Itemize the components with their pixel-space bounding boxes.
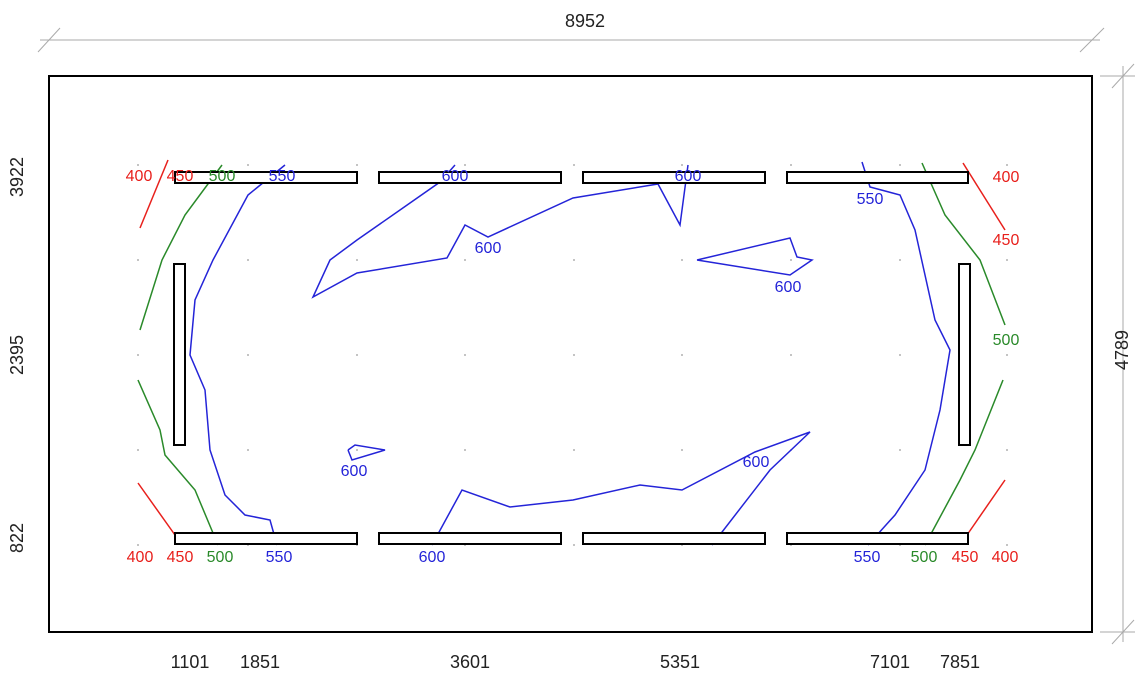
contour-label: 600	[775, 279, 802, 296]
contour-label: 500	[993, 332, 1020, 349]
grid-point	[464, 449, 466, 451]
grid-point	[681, 354, 683, 356]
grid-point	[573, 259, 575, 261]
contour-label: 600	[442, 168, 469, 185]
x-position-label: 1101	[171, 652, 210, 672]
contour-label: 500	[207, 549, 234, 566]
contour-label: 600	[419, 549, 446, 566]
y-position-label: 822	[7, 523, 27, 553]
grid-point	[681, 449, 683, 451]
grid-point	[464, 354, 466, 356]
dimension-lines	[37, 27, 1135, 645]
height-dimension: 4789	[1112, 330, 1132, 370]
grid-point	[790, 164, 792, 166]
grid-point	[356, 449, 358, 451]
luminaires	[173, 171, 971, 545]
contour-label: 550	[857, 191, 884, 208]
grid-point	[137, 354, 139, 356]
grid-point	[1006, 259, 1008, 261]
grid-point	[464, 164, 466, 166]
grid-point	[356, 354, 358, 356]
contour-label: 500	[911, 549, 938, 566]
grid-point	[573, 354, 575, 356]
grid-point	[899, 164, 901, 166]
contour-label: 400	[993, 169, 1020, 186]
grid-point	[356, 164, 358, 166]
contour-label: 450	[952, 549, 979, 566]
contour-label: 550	[269, 168, 296, 185]
grid-point	[247, 449, 249, 451]
contour-label: 550	[854, 549, 881, 566]
grid-point	[573, 544, 575, 546]
contour-label: 600	[743, 454, 770, 471]
grid-point	[247, 164, 249, 166]
contour-label: 400	[127, 549, 154, 566]
grid-point	[137, 164, 139, 166]
grid-point	[137, 449, 139, 451]
contour-label: 400	[992, 549, 1019, 566]
grid-point	[573, 449, 575, 451]
grid-point	[681, 164, 683, 166]
x-position-label: 7851	[940, 652, 980, 672]
y-position-label: 2395	[7, 335, 27, 375]
room-outline	[48, 75, 1093, 633]
grid-point	[247, 354, 249, 356]
grid-point	[1006, 354, 1008, 356]
grid-point	[573, 164, 575, 166]
x-position-label: 3601	[450, 652, 490, 672]
contour-label: 450	[167, 168, 194, 185]
grid-point	[899, 449, 901, 451]
grid-point	[899, 259, 901, 261]
grid-points	[137, 164, 1008, 546]
grid-point	[1006, 544, 1008, 546]
contour-label: 600	[475, 240, 502, 257]
contours	[137, 159, 1006, 546]
grid-point	[247, 259, 249, 261]
grid-point	[356, 259, 358, 261]
grid-point	[790, 354, 792, 356]
x-position-label: 7101	[870, 652, 910, 672]
contour-label: 550	[266, 549, 293, 566]
y-position-label: 3922	[7, 157, 27, 197]
grid-point	[137, 544, 139, 546]
grid-point	[899, 354, 901, 356]
labels: 1101 1851 3601 5351 7101 7851 3922 2395 822 400 45…	[7, 157, 1020, 672]
grid-point	[137, 259, 139, 261]
grid-point	[464, 259, 466, 261]
x-position-label: 1851	[240, 652, 280, 672]
grid-point	[1006, 164, 1008, 166]
contour-label: 400	[126, 168, 153, 185]
contour-label: 600	[341, 463, 368, 480]
contour-label: 600	[675, 168, 702, 185]
contour-label: 500	[209, 168, 236, 185]
grid-point	[790, 259, 792, 261]
contour-label: 450	[167, 549, 194, 566]
x-position-label: 5351	[660, 652, 700, 672]
contour-label: 450	[993, 232, 1020, 249]
grid-point	[1006, 449, 1008, 451]
grid-point	[681, 259, 683, 261]
width-dimension: 8952	[565, 11, 605, 31]
